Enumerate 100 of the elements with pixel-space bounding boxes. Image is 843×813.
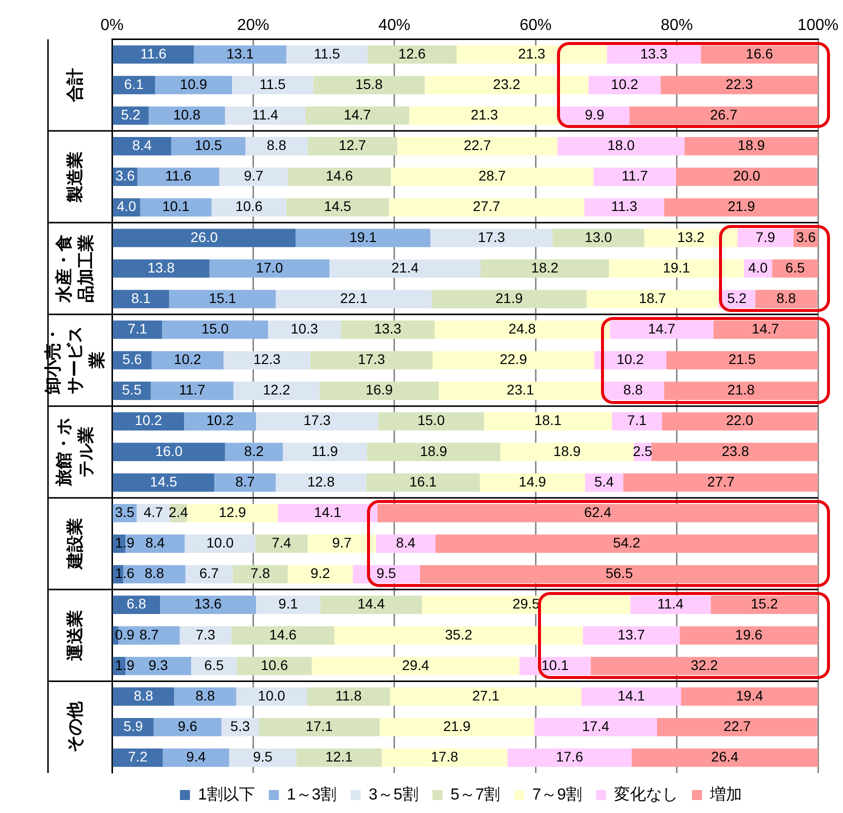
data-label: 27.7 bbox=[472, 198, 500, 214]
data-label: 14.7 bbox=[344, 106, 372, 122]
bar bbox=[313, 76, 425, 94]
bar bbox=[276, 290, 432, 308]
bar bbox=[180, 626, 232, 645]
data-label: 6.7 bbox=[199, 565, 220, 582]
data-label: 10.8 bbox=[173, 106, 201, 122]
data-label: 17.6 bbox=[556, 748, 584, 765]
bar bbox=[209, 259, 330, 278]
data-label: 5.2 bbox=[727, 290, 747, 306]
bar bbox=[296, 748, 382, 767]
data-label: 5.2 bbox=[120, 106, 141, 122]
bar bbox=[112, 748, 163, 767]
bar bbox=[258, 718, 380, 736]
data-label: 18.9 bbox=[738, 137, 766, 154]
data-label: 22.9 bbox=[500, 351, 528, 368]
data-label: 11.7 bbox=[622, 168, 648, 184]
data-label: 1.9 bbox=[115, 534, 135, 551]
data-label: 15.8 bbox=[355, 76, 383, 92]
bar bbox=[308, 534, 376, 553]
bar bbox=[586, 290, 718, 308]
x-tick-label: 100% bbox=[798, 17, 838, 34]
data-label: 21.3 bbox=[470, 106, 498, 122]
data-label: 14.7 bbox=[752, 320, 780, 337]
bar bbox=[184, 412, 256, 431]
bar bbox=[366, 442, 500, 462]
data-label: 14.7 bbox=[648, 320, 676, 337]
x-tick-label: 20% bbox=[237, 17, 270, 34]
data-label: 23.2 bbox=[493, 76, 520, 92]
bar bbox=[112, 442, 225, 462]
data-label: 21.5 bbox=[728, 351, 756, 368]
bar bbox=[224, 442, 283, 462]
y-tick-label: 建設業 bbox=[65, 518, 86, 572]
data-label: 19.1 bbox=[349, 228, 377, 245]
data-label: 7.1 bbox=[128, 320, 148, 337]
data-label: 18.2 bbox=[531, 259, 559, 276]
data-label: 17.8 bbox=[430, 748, 458, 765]
data-label: 21.9 bbox=[443, 718, 471, 734]
bar bbox=[606, 45, 701, 64]
data-label: 11.5 bbox=[260, 76, 286, 92]
bar bbox=[224, 106, 306, 125]
data-label: 6.8 bbox=[126, 596, 146, 612]
data-label: 10.0 bbox=[206, 534, 234, 551]
data-label: 18.9 bbox=[420, 442, 448, 459]
bar bbox=[557, 137, 685, 156]
bar bbox=[434, 320, 610, 339]
bar bbox=[710, 596, 818, 614]
data-label: 8.8 bbox=[776, 290, 796, 306]
data-label: 14.5 bbox=[150, 473, 178, 490]
bar bbox=[320, 382, 439, 400]
bar bbox=[632, 748, 818, 767]
y-tick-label: 旅館・ホテル業 bbox=[54, 418, 96, 487]
data-label: 6.5 bbox=[204, 656, 224, 673]
data-label: 5.9 bbox=[123, 718, 144, 734]
data-label: 10.2 bbox=[610, 76, 638, 92]
data-label: 16.6 bbox=[746, 45, 774, 62]
y-tick-label: 製造業 bbox=[65, 151, 86, 204]
data-label: 32.2 bbox=[690, 656, 718, 673]
data-label: 19.4 bbox=[736, 687, 764, 704]
bar bbox=[286, 198, 389, 217]
data-label: 54.2 bbox=[613, 534, 641, 551]
data-label: 9.3 bbox=[148, 656, 168, 673]
data-label: 24.8 bbox=[508, 320, 536, 337]
bar bbox=[590, 656, 818, 676]
data-label: 27.1 bbox=[472, 687, 500, 704]
data-label: 3.5 bbox=[114, 504, 135, 520]
data-label: 5.5 bbox=[122, 382, 142, 398]
data-label: 6.5 bbox=[785, 259, 805, 276]
bar bbox=[368, 45, 457, 64]
data-label: 9.1 bbox=[278, 596, 298, 612]
data-label: 13.7 bbox=[618, 626, 646, 642]
data-label: 3.6 bbox=[796, 228, 816, 245]
data-label: 19.1 bbox=[662, 259, 690, 276]
data-label: 10.2 bbox=[134, 412, 162, 428]
data-label: 7.8 bbox=[250, 565, 270, 582]
data-label: 19.6 bbox=[735, 626, 763, 642]
data-label: 13.2 bbox=[677, 228, 705, 245]
bar bbox=[136, 504, 170, 522]
data-label: 14.1 bbox=[618, 687, 646, 704]
bar bbox=[232, 76, 314, 94]
bar bbox=[662, 412, 818, 431]
data-label: 11.9 bbox=[312, 442, 338, 459]
bar bbox=[623, 473, 818, 492]
data-label: 7.3 bbox=[196, 626, 216, 642]
bar bbox=[612, 412, 662, 431]
bar bbox=[169, 290, 276, 308]
data-label: 29.4 bbox=[402, 656, 430, 673]
bar bbox=[276, 473, 366, 492]
bar bbox=[507, 748, 632, 767]
bar bbox=[584, 198, 664, 217]
data-label: 13.6 bbox=[194, 596, 222, 612]
data-label: 7.2 bbox=[128, 748, 148, 765]
bar bbox=[657, 718, 818, 736]
bar bbox=[390, 687, 582, 706]
data-label: 26.0 bbox=[190, 228, 218, 245]
data-label: 8.8 bbox=[623, 382, 643, 398]
data-label: 14.4 bbox=[357, 596, 385, 612]
data-label: 23.8 bbox=[722, 442, 750, 459]
bar bbox=[320, 596, 422, 614]
bar bbox=[312, 656, 520, 676]
